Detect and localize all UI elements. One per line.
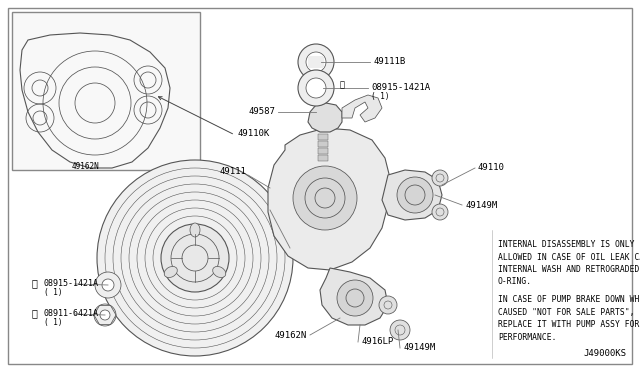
Bar: [308, 56, 324, 68]
Circle shape: [97, 160, 293, 356]
Text: INTERNAL DISASSEMBLY IS ONLY
ALLOWED IN CASE OF OIL LEAK CAUSED
INTERNAL WASH AN: INTERNAL DISASSEMBLY IS ONLY ALLOWED IN …: [498, 240, 640, 286]
Text: 49162N: 49162N: [275, 330, 307, 340]
Circle shape: [298, 70, 334, 106]
Polygon shape: [382, 170, 442, 220]
Circle shape: [298, 44, 334, 80]
Circle shape: [94, 304, 116, 326]
Text: 49587: 49587: [248, 108, 275, 116]
Circle shape: [379, 296, 397, 314]
Circle shape: [293, 166, 357, 230]
Text: 49110K: 49110K: [238, 128, 270, 138]
Text: 08911-6421A: 08911-6421A: [44, 308, 99, 317]
Circle shape: [432, 204, 448, 220]
Ellipse shape: [190, 223, 200, 237]
Circle shape: [161, 224, 229, 292]
Polygon shape: [320, 268, 388, 325]
Text: 49149M: 49149M: [403, 343, 435, 353]
Text: 49162N: 49162N: [72, 162, 100, 171]
Text: ⓥ: ⓥ: [340, 80, 345, 90]
Text: 49111B: 49111B: [373, 58, 405, 67]
Polygon shape: [342, 95, 382, 122]
Bar: [12, 12, 200, 170]
Circle shape: [102, 279, 114, 291]
Circle shape: [337, 280, 373, 316]
Text: Ⓝ: Ⓝ: [32, 308, 38, 318]
Text: 49111: 49111: [220, 167, 247, 176]
Text: IN CASE OF PUMP BRAKE DOWN WHICH
CAUSED "NOT FOR SALE PARTS",
REPLACE IT WITH PU: IN CASE OF PUMP BRAKE DOWN WHICH CAUSED …: [498, 295, 640, 341]
Polygon shape: [308, 103, 342, 132]
Circle shape: [306, 52, 326, 72]
Bar: [318, 134, 328, 140]
Polygon shape: [268, 128, 390, 270]
Circle shape: [432, 170, 448, 186]
Circle shape: [100, 310, 110, 320]
Text: 08915-1421A: 08915-1421A: [371, 83, 430, 93]
Ellipse shape: [164, 266, 177, 278]
Text: 49149M: 49149M: [465, 201, 497, 209]
Text: 4916LP: 4916LP: [361, 337, 393, 346]
Text: ( 1): ( 1): [371, 92, 390, 100]
Ellipse shape: [212, 266, 226, 278]
Bar: [318, 141, 328, 147]
Bar: [318, 155, 328, 161]
Text: 49110: 49110: [478, 164, 505, 173]
Text: J49000KS: J49000KS: [583, 349, 626, 358]
Text: ( 1): ( 1): [44, 289, 63, 298]
Text: ( 1): ( 1): [44, 318, 63, 327]
Circle shape: [306, 78, 326, 98]
Circle shape: [397, 177, 433, 213]
Text: Ⓝ: Ⓝ: [32, 278, 38, 288]
Text: 08915-1421A: 08915-1421A: [44, 279, 99, 288]
Circle shape: [390, 320, 410, 340]
Circle shape: [95, 272, 121, 298]
Bar: [318, 148, 328, 154]
